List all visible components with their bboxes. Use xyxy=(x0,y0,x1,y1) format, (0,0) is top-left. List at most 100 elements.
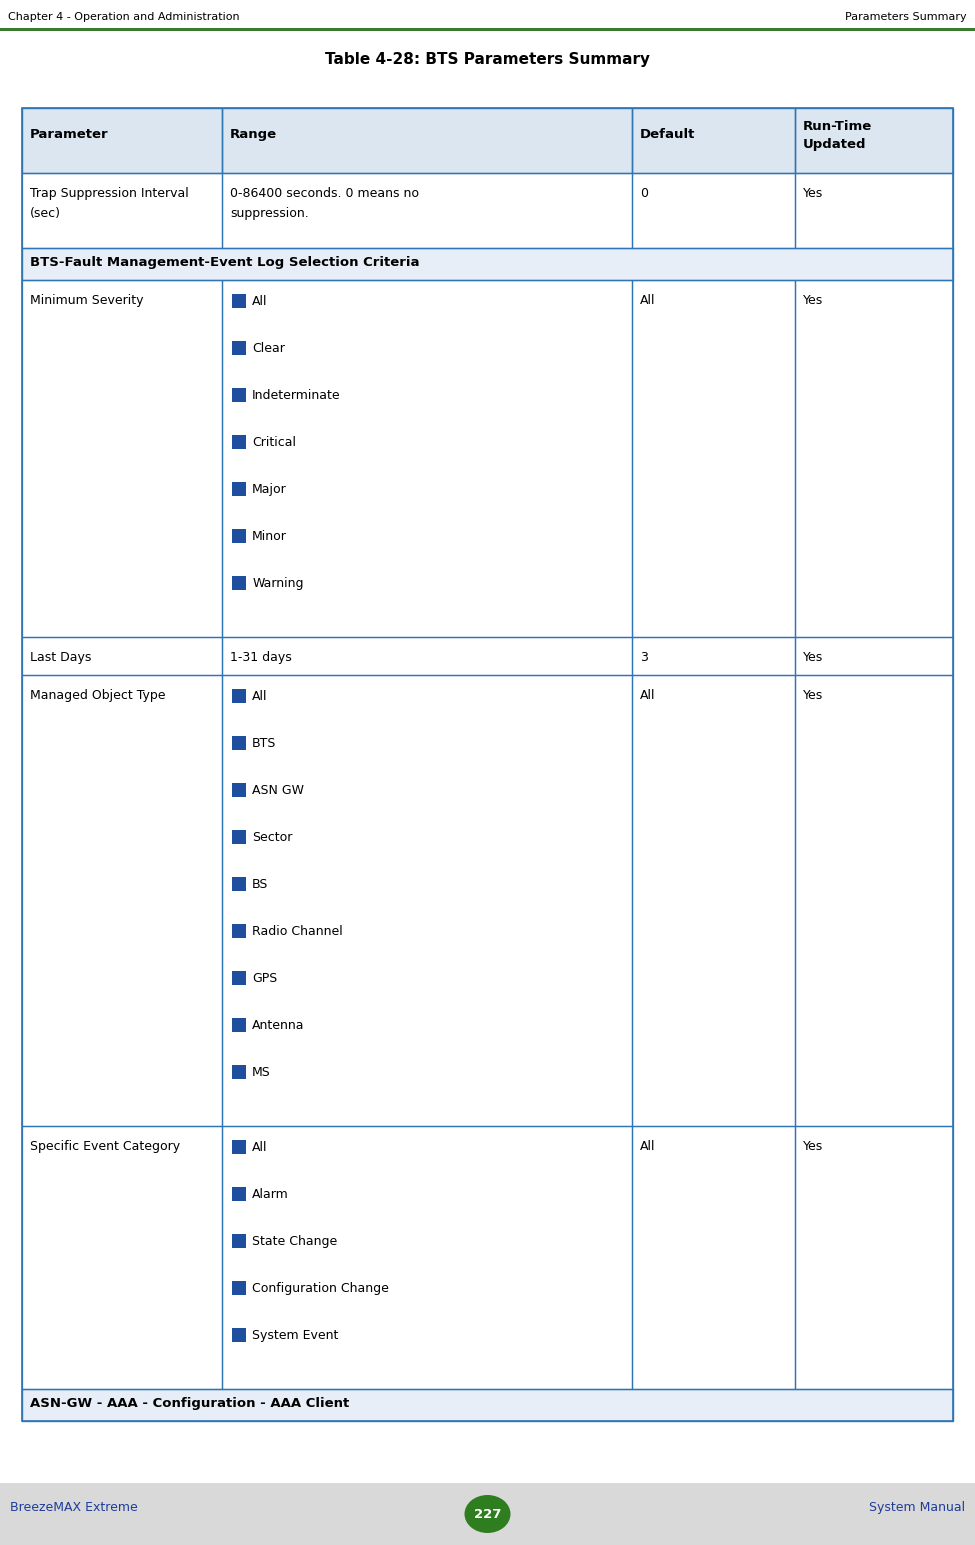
Bar xyxy=(222,173,632,249)
Text: All: All xyxy=(640,1140,655,1153)
Text: GPS: GPS xyxy=(253,972,278,986)
Text: Specific Event Category: Specific Event Category xyxy=(30,1140,180,1153)
Bar xyxy=(22,249,953,280)
Text: Alarm: Alarm xyxy=(253,1188,289,1200)
Bar xyxy=(232,1140,246,1154)
Bar xyxy=(22,173,222,249)
Text: Yes: Yes xyxy=(802,650,823,664)
Text: Table 4-28: BTS Parameters Summary: Table 4-28: BTS Parameters Summary xyxy=(325,53,650,66)
Bar xyxy=(232,878,246,891)
Text: Indeterminate: Indeterminate xyxy=(253,389,341,402)
Bar xyxy=(22,1389,953,1421)
Bar xyxy=(222,280,632,637)
Text: State Change: State Change xyxy=(253,1234,337,1248)
Bar xyxy=(22,675,222,1126)
Bar xyxy=(632,280,795,637)
Text: suppression.: suppression. xyxy=(230,207,309,219)
Text: ASN GW: ASN GW xyxy=(253,783,304,797)
Text: Run-Time: Run-Time xyxy=(802,121,872,133)
Text: Default: Default xyxy=(640,128,695,141)
Text: Configuration Change: Configuration Change xyxy=(253,1282,389,1295)
Bar xyxy=(232,576,246,590)
Bar xyxy=(222,108,632,173)
Bar xyxy=(632,173,795,249)
Bar xyxy=(795,1126,953,1389)
Bar xyxy=(222,173,632,249)
Bar xyxy=(632,108,795,173)
Text: All: All xyxy=(253,1142,268,1154)
Bar xyxy=(795,280,953,637)
Bar xyxy=(232,924,246,938)
Bar xyxy=(232,1065,246,1078)
Text: Managed Object Type: Managed Object Type xyxy=(30,689,166,701)
Bar xyxy=(632,1126,795,1389)
Bar xyxy=(222,675,632,1126)
Text: 0: 0 xyxy=(640,187,647,199)
Text: Chapter 4 - Operation and Administration: Chapter 4 - Operation and Administration xyxy=(8,12,240,22)
Text: Minimum Severity: Minimum Severity xyxy=(30,294,143,307)
Text: 0-86400 seconds. 0 means no: 0-86400 seconds. 0 means no xyxy=(230,187,419,199)
Bar xyxy=(232,1329,246,1343)
Bar xyxy=(22,108,222,173)
Text: BTS-Fault Management-Event Log Selection Criteria: BTS-Fault Management-Event Log Selection… xyxy=(30,256,419,269)
Bar xyxy=(22,637,222,675)
Bar xyxy=(22,108,222,173)
Bar xyxy=(232,388,246,402)
Bar xyxy=(232,1187,246,1200)
Bar xyxy=(632,637,795,675)
Bar xyxy=(22,1389,953,1421)
Text: All: All xyxy=(640,294,655,307)
Text: Minor: Minor xyxy=(253,530,287,542)
Text: Major: Major xyxy=(253,484,287,496)
Text: Parameter: Parameter xyxy=(30,128,108,141)
Text: ASN-GW - AAA - Configuration - AAA Client: ASN-GW - AAA - Configuration - AAA Clien… xyxy=(30,1397,349,1411)
Bar xyxy=(795,637,953,675)
Text: Parameters Summary: Parameters Summary xyxy=(845,12,967,22)
Bar xyxy=(222,637,632,675)
Bar xyxy=(222,280,632,637)
Text: Antenna: Antenna xyxy=(253,1020,304,1032)
Bar xyxy=(222,675,632,1126)
Bar xyxy=(232,735,246,749)
Text: Yes: Yes xyxy=(802,689,823,701)
Bar xyxy=(632,280,795,637)
Text: Updated: Updated xyxy=(802,138,866,151)
Bar xyxy=(22,1126,222,1389)
Bar xyxy=(795,108,953,173)
Bar xyxy=(795,108,953,173)
Text: 3: 3 xyxy=(640,650,647,664)
Text: Yes: Yes xyxy=(802,294,823,307)
Bar xyxy=(0,28,975,31)
Text: Yes: Yes xyxy=(802,1140,823,1153)
Text: (sec): (sec) xyxy=(30,207,61,219)
Text: 227: 227 xyxy=(474,1508,501,1520)
Bar xyxy=(22,675,222,1126)
Text: Radio Channel: Radio Channel xyxy=(253,925,343,938)
Bar xyxy=(232,1018,246,1032)
Bar xyxy=(232,783,246,797)
Bar xyxy=(232,1281,246,1295)
Ellipse shape xyxy=(464,1496,511,1533)
Text: Warning: Warning xyxy=(253,576,303,590)
Text: Critical: Critical xyxy=(253,436,296,450)
Bar xyxy=(22,280,222,637)
Text: System Manual: System Manual xyxy=(869,1502,965,1514)
Bar xyxy=(795,173,953,249)
Bar xyxy=(795,637,953,675)
Bar xyxy=(22,249,953,280)
Text: System Event: System Event xyxy=(253,1329,338,1343)
Bar xyxy=(222,1126,632,1389)
Text: 1-31 days: 1-31 days xyxy=(230,650,292,664)
Text: BS: BS xyxy=(253,878,268,891)
Bar xyxy=(795,173,953,249)
Bar xyxy=(232,528,246,542)
Bar xyxy=(232,1234,246,1248)
Bar xyxy=(232,436,246,450)
Bar xyxy=(632,173,795,249)
Bar xyxy=(222,1126,632,1389)
Bar xyxy=(22,173,222,249)
Text: Sector: Sector xyxy=(253,831,292,844)
Bar xyxy=(632,108,795,173)
Bar xyxy=(0,1483,975,1545)
Bar xyxy=(232,970,246,986)
